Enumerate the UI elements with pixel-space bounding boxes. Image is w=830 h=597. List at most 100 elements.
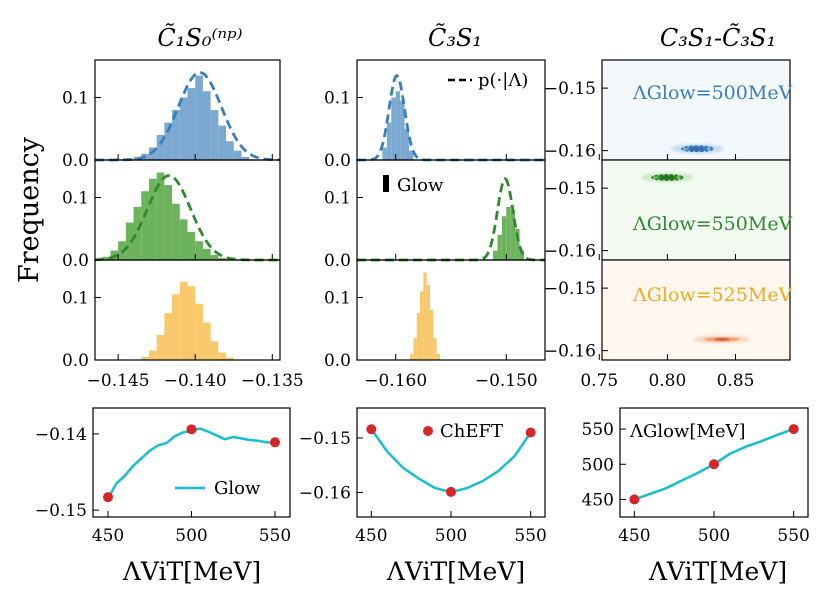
hist-bar xyxy=(187,231,196,260)
hist-bar xyxy=(218,258,227,260)
lambda-glow-axis-label: ΛGlow[MeV] xyxy=(629,421,746,442)
hist-bar xyxy=(210,255,219,260)
ytick-label: −0.15 xyxy=(544,79,596,99)
ytick-label: 0.1 xyxy=(324,289,351,309)
hist-bar xyxy=(164,122,173,160)
xtick-label: 550 xyxy=(514,526,546,546)
hist-bar xyxy=(141,191,149,260)
chEFT-point xyxy=(269,437,280,448)
ytick-label: −0.16 xyxy=(299,483,351,503)
chEFT-point xyxy=(446,486,456,497)
chEFT-point xyxy=(788,424,799,435)
hist-bar xyxy=(416,313,421,360)
hist-bar xyxy=(164,185,173,260)
hist-bar xyxy=(172,203,180,260)
ytick-label: 0.1 xyxy=(62,289,89,309)
legend-glow-line-label: Glow xyxy=(214,478,261,499)
legend-glow-swatch xyxy=(383,175,389,192)
chEFT-point xyxy=(709,459,719,470)
hist-bar xyxy=(426,285,430,360)
hist-bar xyxy=(179,281,188,360)
ytick-label: 0.0 xyxy=(324,351,351,371)
ytick-label: −0.15 xyxy=(544,279,596,299)
bottom-xlabel-2: ΛViT[MeV] xyxy=(386,557,525,586)
hist-bar xyxy=(141,356,149,360)
hist-bar xyxy=(497,235,502,260)
chEFT-point xyxy=(186,424,197,435)
hist-bar xyxy=(202,248,211,260)
ytick-label: 0.0 xyxy=(324,251,351,271)
hist-bar xyxy=(218,125,227,160)
hist-bar xyxy=(187,88,196,160)
chEFT-point xyxy=(629,494,640,505)
ytick-label: 0.0 xyxy=(62,251,89,271)
xtick-label: −0.160 xyxy=(364,371,427,391)
hist-bar xyxy=(423,272,427,360)
heatmap-bg xyxy=(602,260,790,360)
hist-bar xyxy=(493,250,498,260)
col2-title: C̃₃S₁ xyxy=(428,24,482,52)
heatmap-bg xyxy=(602,160,790,260)
xtick-label: 450 xyxy=(355,526,387,546)
chEFT-point xyxy=(525,427,536,438)
xtick-label: 500 xyxy=(435,526,467,546)
hist-bar xyxy=(400,100,405,160)
panel-frame xyxy=(601,259,791,361)
ytick-label: −0.16 xyxy=(544,342,596,362)
hist-bar xyxy=(433,338,437,360)
ytick-label: 500 xyxy=(582,455,614,475)
hist-bar xyxy=(202,91,211,160)
legend-glow-label: Glow xyxy=(397,175,444,196)
hist-bar xyxy=(125,222,134,260)
lambda-525-label: ΛGlow=525MeV xyxy=(632,284,793,306)
heatmap-panel-1: −0.15 −0.16 xyxy=(544,59,791,162)
hist-bar xyxy=(410,353,414,360)
hist-bar xyxy=(226,357,234,360)
legend-glow-hist: Glow xyxy=(383,175,444,196)
ytick-label: −0.16 xyxy=(544,242,596,262)
legend-chEFT-label: ChEFT xyxy=(440,421,503,442)
hist-bar xyxy=(210,110,219,160)
chEFT-point xyxy=(366,424,377,435)
hist-bar xyxy=(506,206,511,260)
xtick-label: 500 xyxy=(175,526,207,546)
hist-bar xyxy=(510,210,516,260)
legend-chEFT: ChEFT xyxy=(423,421,503,442)
hist-bar xyxy=(148,178,157,260)
xtick-label: 0.75 xyxy=(580,371,618,391)
hist-bar xyxy=(429,310,434,360)
ytick-label: 0.1 xyxy=(62,89,89,109)
contour-outer xyxy=(681,145,714,153)
contour-inner xyxy=(657,175,678,180)
ytick-label: 0.1 xyxy=(62,189,89,209)
ytick-label: 0.0 xyxy=(62,151,89,171)
hist-bar xyxy=(241,156,250,160)
heatmap-blob-core xyxy=(660,176,675,179)
hist-bar xyxy=(156,135,165,160)
lambda-500-label: ΛGlow=500MeV xyxy=(632,82,793,104)
xtick-label: 550 xyxy=(259,526,291,546)
hist-bar xyxy=(226,141,234,160)
heatmap-blob-core xyxy=(690,147,705,151)
legend-chEFT-marker xyxy=(423,426,433,436)
hist-bar xyxy=(382,147,387,160)
hist-panel-1-3: 0.0 0.1 −0.145 −0.140 −0.135 xyxy=(62,259,304,391)
hist-bar xyxy=(148,350,157,360)
xtick-label: 0.85 xyxy=(717,371,755,391)
hist-bar xyxy=(187,286,196,360)
xtick-label: −0.145 xyxy=(87,371,150,391)
heatmap-bg xyxy=(602,60,790,160)
xtick-label: −0.140 xyxy=(164,371,227,391)
hist-bar xyxy=(172,294,180,360)
ytick-label: −0.15 xyxy=(544,179,596,199)
ytick-label: 0.1 xyxy=(324,89,351,109)
hist-bar xyxy=(179,97,188,160)
hist-bar xyxy=(413,338,417,360)
ytick-label: 0.0 xyxy=(62,351,89,371)
frequency-ylabel: Frequency xyxy=(14,136,45,283)
hist-bar xyxy=(420,291,424,360)
